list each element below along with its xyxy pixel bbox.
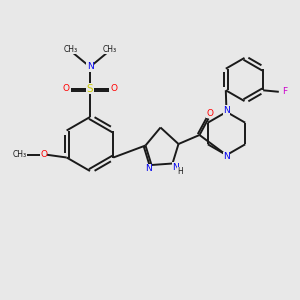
Text: F: F [282, 87, 287, 96]
Text: H: H [177, 167, 183, 176]
Text: N: N [223, 152, 230, 161]
Text: N: N [145, 164, 152, 173]
Text: N: N [172, 163, 179, 172]
Text: O: O [206, 109, 214, 118]
Text: CH₃: CH₃ [103, 45, 117, 54]
Text: CH₃: CH₃ [13, 150, 27, 159]
Text: O: O [40, 150, 47, 159]
Text: O: O [62, 84, 70, 93]
Text: S: S [87, 83, 93, 94]
Text: N: N [223, 106, 230, 115]
Text: N: N [87, 62, 93, 71]
Text: CH₃: CH₃ [63, 45, 77, 54]
Text: O: O [110, 84, 118, 93]
